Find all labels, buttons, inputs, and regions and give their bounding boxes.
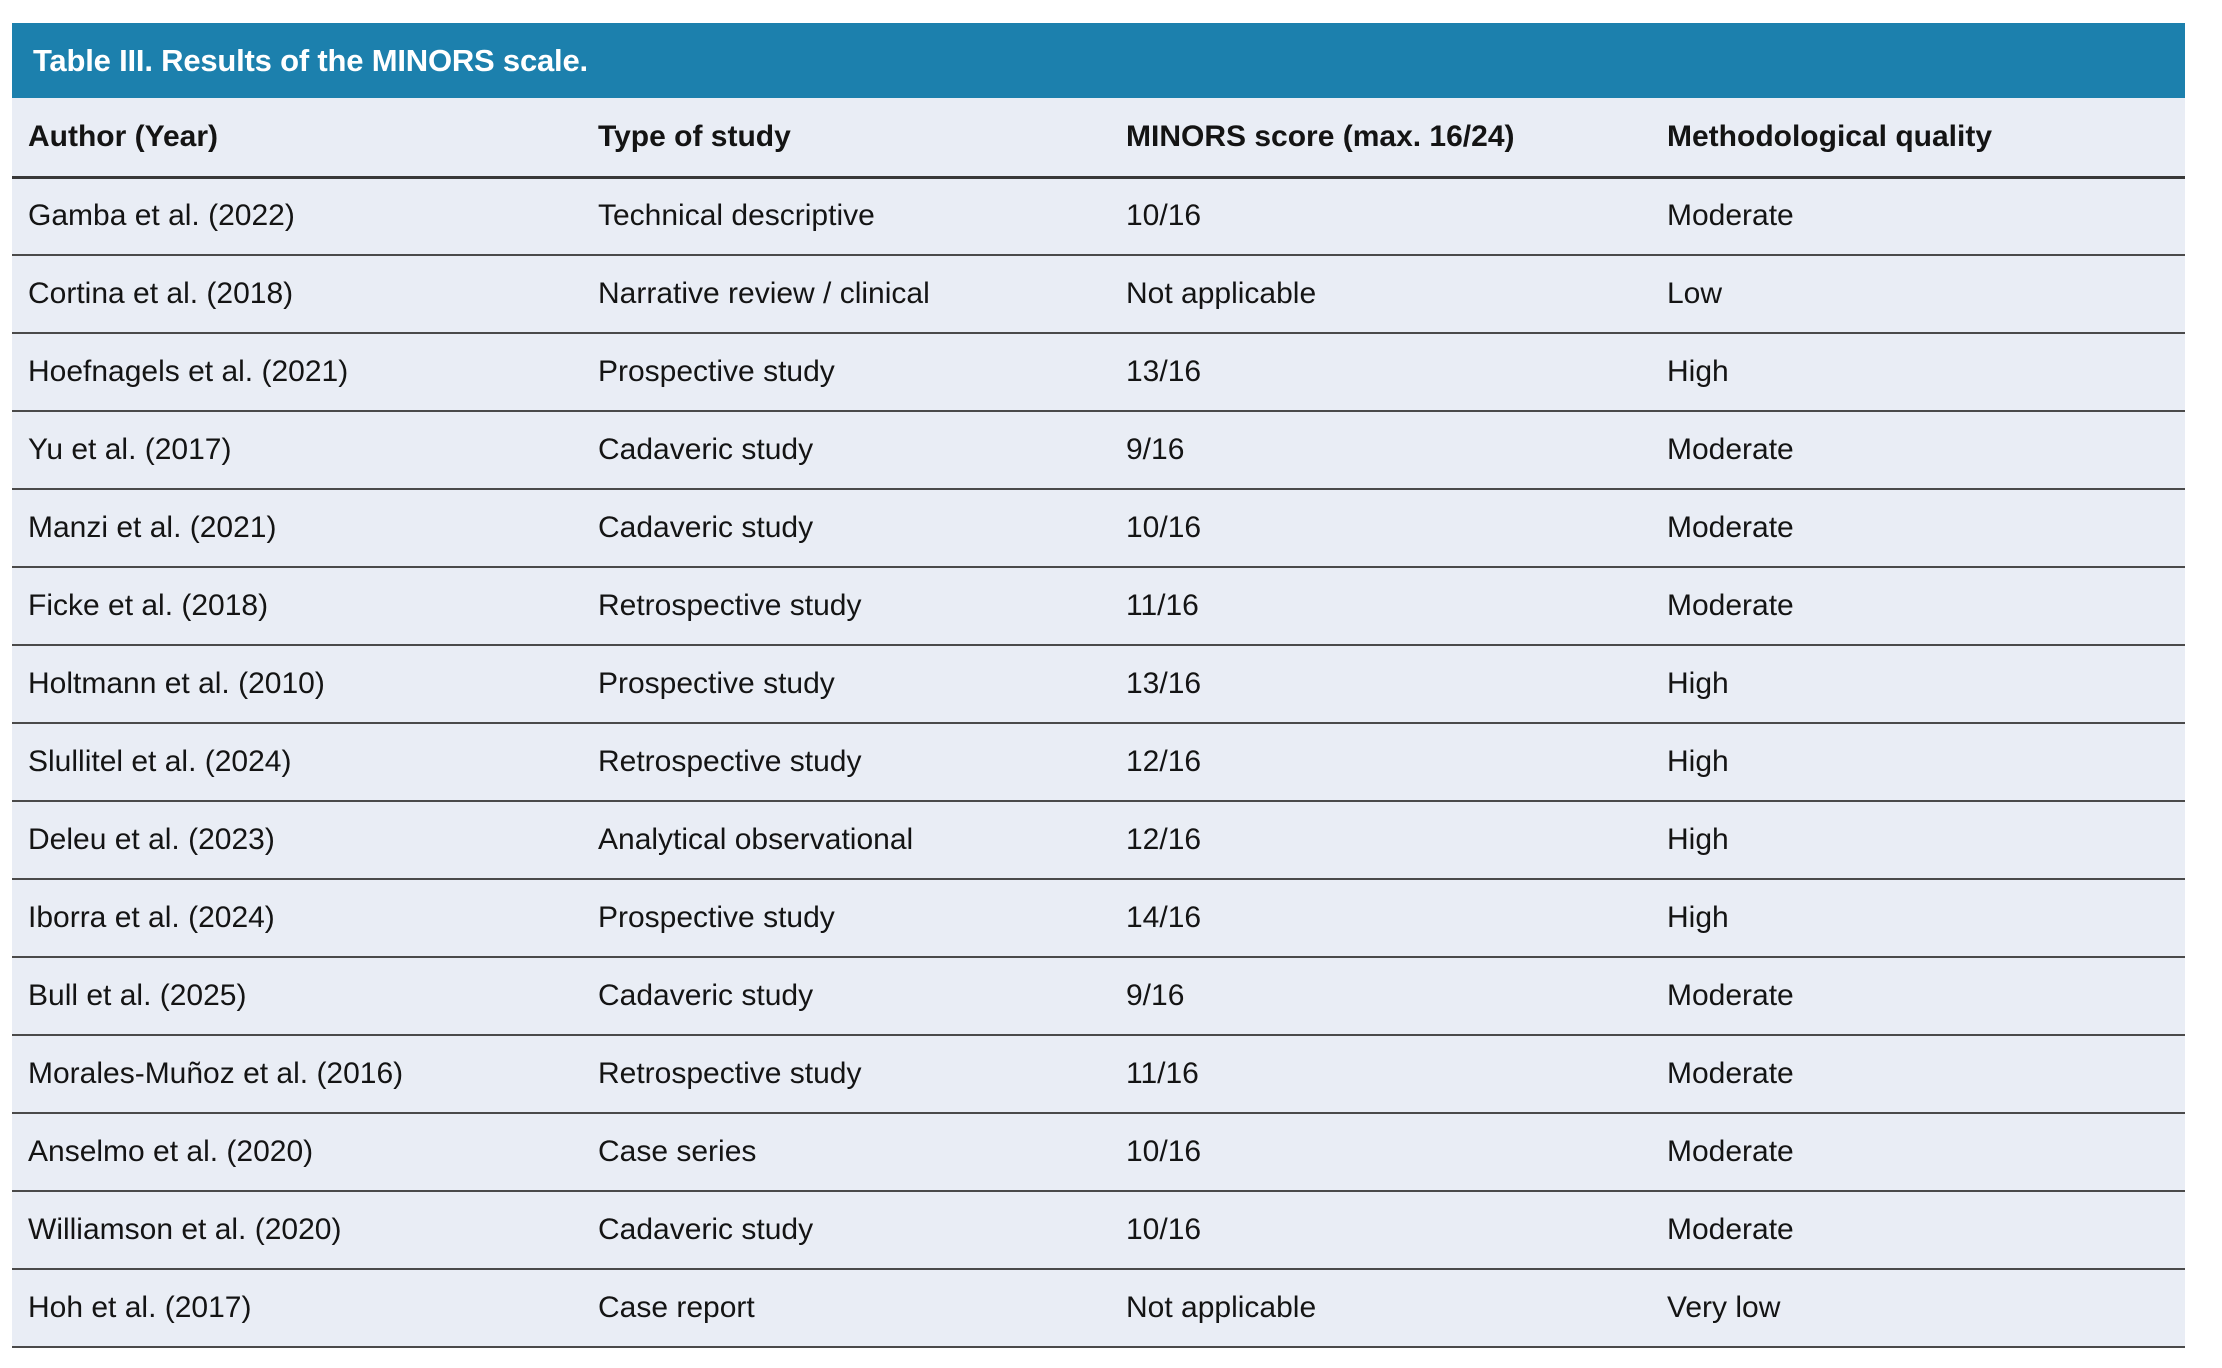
cell-type: Prospective study bbox=[582, 333, 1110, 412]
cell-score: 10/16 bbox=[1110, 177, 1651, 256]
table-row: Bull et al. (2025) Cadaveric study 9/16 … bbox=[12, 957, 2185, 1036]
cell-score: 11/16 bbox=[1110, 1035, 1651, 1114]
cell-quality: Moderate bbox=[1651, 1191, 2185, 1270]
cell-score: 14/16 bbox=[1110, 879, 1651, 958]
cell-quality: Low bbox=[1651, 255, 2185, 334]
cell-quality: High bbox=[1651, 333, 2185, 412]
cell-type: Retrospective study bbox=[582, 567, 1110, 646]
cell-author: Yu et al. (2017) bbox=[12, 411, 582, 490]
cell-quality: Moderate bbox=[1651, 177, 2185, 256]
cell-score: 13/16 bbox=[1110, 333, 1651, 412]
cell-type: Cadaveric study bbox=[582, 489, 1110, 568]
column-header-author: Author (Year) bbox=[12, 98, 582, 179]
cell-score: Not applicable bbox=[1110, 255, 1651, 334]
cell-author: Slullitel et al. (2024) bbox=[12, 723, 582, 802]
cell-quality: High bbox=[1651, 723, 2185, 802]
cell-author: Cortina et al. (2018) bbox=[12, 255, 582, 334]
cell-score: 12/16 bbox=[1110, 801, 1651, 880]
cell-quality: High bbox=[1651, 879, 2185, 958]
table-row: Gamba et al. (2022) Technical descriptiv… bbox=[12, 177, 2185, 256]
cell-type: Cadaveric study bbox=[582, 1191, 1110, 1270]
cell-author: Hoh et al. (2017) bbox=[12, 1269, 582, 1348]
cell-quality: Moderate bbox=[1651, 567, 2185, 646]
cell-type: Analytical observational bbox=[582, 801, 1110, 880]
cell-author: Holtmann et al. (2010) bbox=[12, 645, 582, 724]
cell-quality: Moderate bbox=[1651, 1035, 2185, 1114]
table-row: Williamson et al. (2020) Cadaveric study… bbox=[12, 1191, 2185, 1270]
cell-quality: Moderate bbox=[1651, 1113, 2185, 1192]
table-row: Ficke et al. (2018) Retrospective study … bbox=[12, 567, 2185, 646]
table-header: Author (Year) Type of study MINORS score… bbox=[12, 98, 2185, 179]
cell-author: Ficke et al. (2018) bbox=[12, 567, 582, 646]
cell-type: Cadaveric study bbox=[582, 957, 1110, 1036]
table-row: Hoefnagels et al. (2021) Prospective stu… bbox=[12, 333, 2185, 412]
cell-quality: High bbox=[1651, 645, 2185, 724]
cell-author: Williamson et al. (2020) bbox=[12, 1191, 582, 1270]
table-row: Slullitel et al. (2024) Retrospective st… bbox=[12, 723, 2185, 802]
cell-type: Technical descriptive bbox=[582, 177, 1110, 256]
minors-results-table: Table III. Results of the MINORS scale. … bbox=[12, 23, 2185, 1348]
cell-type: Narrative review / clinical bbox=[582, 255, 1110, 334]
table-row: Holtmann et al. (2010) Prospective study… bbox=[12, 645, 2185, 724]
table-row: Hoh et al. (2017) Case report Not applic… bbox=[12, 1269, 2185, 1348]
cell-quality: Moderate bbox=[1651, 411, 2185, 490]
cell-quality: High bbox=[1651, 801, 2185, 880]
column-header-type: Type of study bbox=[582, 98, 1110, 179]
cell-type: Prospective study bbox=[582, 645, 1110, 724]
table-row: Morales-Muñoz et al. (2016) Retrospectiv… bbox=[12, 1035, 2185, 1114]
cell-author: Anselmo et al. (2020) bbox=[12, 1113, 582, 1192]
cell-score: 10/16 bbox=[1110, 1191, 1651, 1270]
cell-author: Morales-Muñoz et al. (2016) bbox=[12, 1035, 582, 1114]
table-row: Iborra et al. (2024) Prospective study 1… bbox=[12, 879, 2185, 958]
cell-quality: Moderate bbox=[1651, 489, 2185, 568]
cell-author: Deleu et al. (2023) bbox=[12, 801, 582, 880]
cell-score: 13/16 bbox=[1110, 645, 1651, 724]
cell-score: 11/16 bbox=[1110, 567, 1651, 646]
column-header-quality: Methodological quality bbox=[1651, 98, 2185, 179]
cell-score: Not applicable bbox=[1110, 1269, 1651, 1348]
table-title: Table III. Results of the MINORS scale. bbox=[33, 42, 588, 78]
cell-quality: Moderate bbox=[1651, 957, 2185, 1036]
cell-author: Iborra et al. (2024) bbox=[12, 879, 582, 958]
table-row: Deleu et al. (2023) Analytical observati… bbox=[12, 801, 2185, 880]
table-row: Manzi et al. (2021) Cadaveric study 10/1… bbox=[12, 489, 2185, 568]
header-row: Author (Year) Type of study MINORS score… bbox=[12, 98, 2185, 179]
minors-table: Author (Year) Type of study MINORS score… bbox=[12, 98, 2185, 1348]
cell-type: Cadaveric study bbox=[582, 411, 1110, 490]
table-row: Yu et al. (2017) Cadaveric study 9/16 Mo… bbox=[12, 411, 2185, 490]
cell-author: Gamba et al. (2022) bbox=[12, 177, 582, 256]
cell-type: Case series bbox=[582, 1113, 1110, 1192]
column-header-score: MINORS score (max. 16/24) bbox=[1110, 98, 1651, 179]
cell-score: 10/16 bbox=[1110, 489, 1651, 568]
cell-author: Manzi et al. (2021) bbox=[12, 489, 582, 568]
cell-score: 10/16 bbox=[1110, 1113, 1651, 1192]
cell-quality: Very low bbox=[1651, 1269, 2185, 1348]
cell-type: Retrospective study bbox=[582, 1035, 1110, 1114]
cell-type: Prospective study bbox=[582, 879, 1110, 958]
table-title-bar: Table III. Results of the MINORS scale. bbox=[12, 23, 2185, 98]
table-row: Anselmo et al. (2020) Case series 10/16 … bbox=[12, 1113, 2185, 1192]
cell-author: Hoefnagels et al. (2021) bbox=[12, 333, 582, 412]
cell-author: Bull et al. (2025) bbox=[12, 957, 582, 1036]
table-body: Gamba et al. (2022) Technical descriptiv… bbox=[12, 177, 2185, 1348]
cell-score: 9/16 bbox=[1110, 957, 1651, 1036]
cell-type: Retrospective study bbox=[582, 723, 1110, 802]
cell-score: 9/16 bbox=[1110, 411, 1651, 490]
cell-score: 12/16 bbox=[1110, 723, 1651, 802]
table-row: Cortina et al. (2018) Narrative review /… bbox=[12, 255, 2185, 334]
cell-type: Case report bbox=[582, 1269, 1110, 1348]
